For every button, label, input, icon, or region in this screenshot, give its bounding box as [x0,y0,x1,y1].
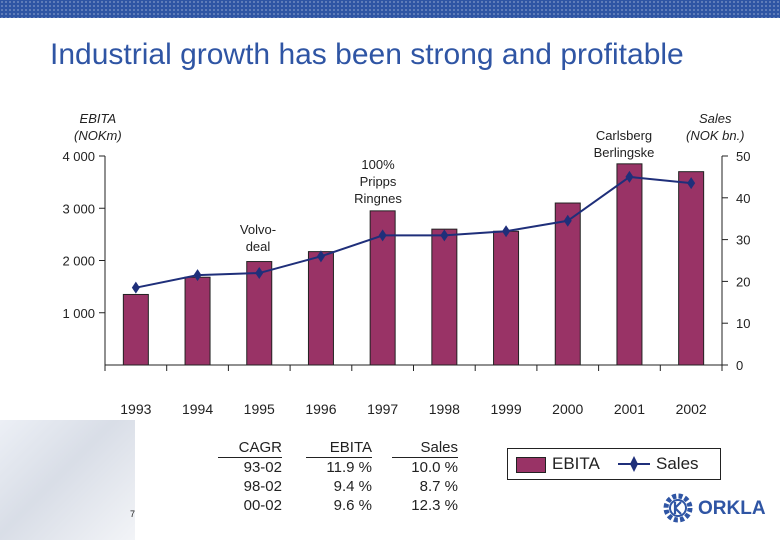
x-axis-tick-label: 1994 [182,401,213,417]
left-axis-tick-label: 3 000 [62,201,95,216]
legend-ebita-swatch [516,457,546,473]
page-number: 7 [130,509,136,519]
annotation-carlsberg: Carlsberg Berlingske [582,127,666,161]
ebita-bar [678,171,705,366]
sales-point [378,229,387,242]
cagr-sales-header: Sales [392,438,458,458]
ebita-bar [307,251,334,366]
sales-point [687,177,696,190]
ebita-bar [493,230,520,366]
combo-chart: 1 000 2 000 3 000 4 000 0 10 20 30 40 50 1993 1994 1… [62,149,750,417]
left-axis-title-line1: EBITA [79,111,117,126]
top-banner [0,0,780,18]
ebita-bar [184,276,211,366]
cagr-sales-3: 12.3 % [411,497,458,514]
office-photo-background [0,420,135,540]
sales-point [440,229,449,242]
slide-title: Industrial growth has been strong and pr… [50,38,684,71]
right-axis-tick-label: 30 [736,233,750,248]
cagr-sales-2: 8.7 % [419,478,458,495]
right-axis-tick-label: 10 [736,316,750,331]
cagr-period-2: 98-02 [243,478,282,495]
annotation-pripps-line1: 100% [361,157,395,172]
annotation-volvo-line1: Volvo- [239,222,277,237]
sales-point [193,269,202,282]
chart-legend: EBITA Sales [507,448,721,480]
orkla-logo: ORKLA [662,492,772,523]
cagr-column-ebita: EBITA 11.9 % 9.4 % 9.6 % [306,438,372,515]
sales-point [563,214,572,227]
annotation-pripps: 100% Pripps Ringnes [338,156,418,207]
x-axis-tick-label: 2001 [614,401,645,417]
cagr-period-3: 00-02 [243,497,282,514]
legend-sales-marker-icon [618,456,650,472]
annotation-volvo-line2: deal [245,239,271,254]
cagr-ebita-2: 9.4 % [333,478,372,495]
cagr-ebita-1: 11.9 % [326,459,372,476]
right-axis-tick-label: 50 [736,149,750,164]
sales-point [316,250,325,263]
left-axis-tick-label: 1 000 [62,306,95,321]
legend-sales-label: Sales [656,454,699,473]
cagr-period-1: 93-02 [243,459,282,476]
sales-point [625,170,634,183]
orkla-logo-text: ORKLA [698,498,766,519]
annotation-pripps-line2: Pripps [359,174,397,189]
annotation-carlsberg-line1: Carlsberg [595,128,653,143]
ebita-bar [554,202,581,366]
x-axis-tick-label: 1997 [367,401,398,417]
right-axis-tick-label: 40 [736,191,750,206]
x-axis-tick-label: 2002 [676,401,707,417]
sales-point [502,225,511,238]
left-axis-tick-label: 2 000 [62,254,95,269]
right-axis-title-line2: (NOK bn.) [686,128,745,143]
legend-ebita-label: EBITA [552,454,600,473]
annotation-carlsberg-line2: Berlingske [593,145,655,160]
annotation-volvo: Volvo- deal [226,221,290,255]
left-axis-title: EBITA (NOKm) [74,110,122,144]
cagr-column-sales: Sales 10.0 % 8.7 % 12.3 % [392,438,458,515]
x-axis-tick-label: 1995 [244,401,275,417]
cagr-column-label: CAGR 93-02 98-02 00-02 [218,438,282,515]
sales-line [135,175,692,289]
x-axis-tick-label: 2000 [552,401,583,417]
left-axis-title-line2: (NOKm) [74,128,122,143]
annotation-pripps-line3: Ringnes [354,191,402,206]
x-axis-tick-label: 1998 [429,401,460,417]
orkla-gear-icon [663,493,693,523]
ebita-bar [431,228,458,366]
right-axis-tick-label: 20 [736,274,750,289]
cagr-header: CAGR [218,438,282,458]
ebita-bar [616,163,643,366]
x-axis-tick-label: 1996 [305,401,336,417]
right-axis-title: Sales (NOK bn.) [686,110,745,144]
ebita-bar [122,293,149,366]
left-axis-tick-label: 4 000 [62,149,95,164]
sales-point [255,267,264,280]
cagr-ebita-3: 9.6 % [333,497,372,514]
sales-point [131,281,140,294]
cagr-sales-1: 10.0 % [411,459,458,476]
x-axis-tick-label: 1999 [490,401,521,417]
right-axis-title-line1: Sales [698,111,732,126]
x-axis-tick-label: 1993 [120,401,151,417]
right-axis-tick-label: 0 [736,358,743,373]
cagr-ebita-header: EBITA [306,438,372,458]
